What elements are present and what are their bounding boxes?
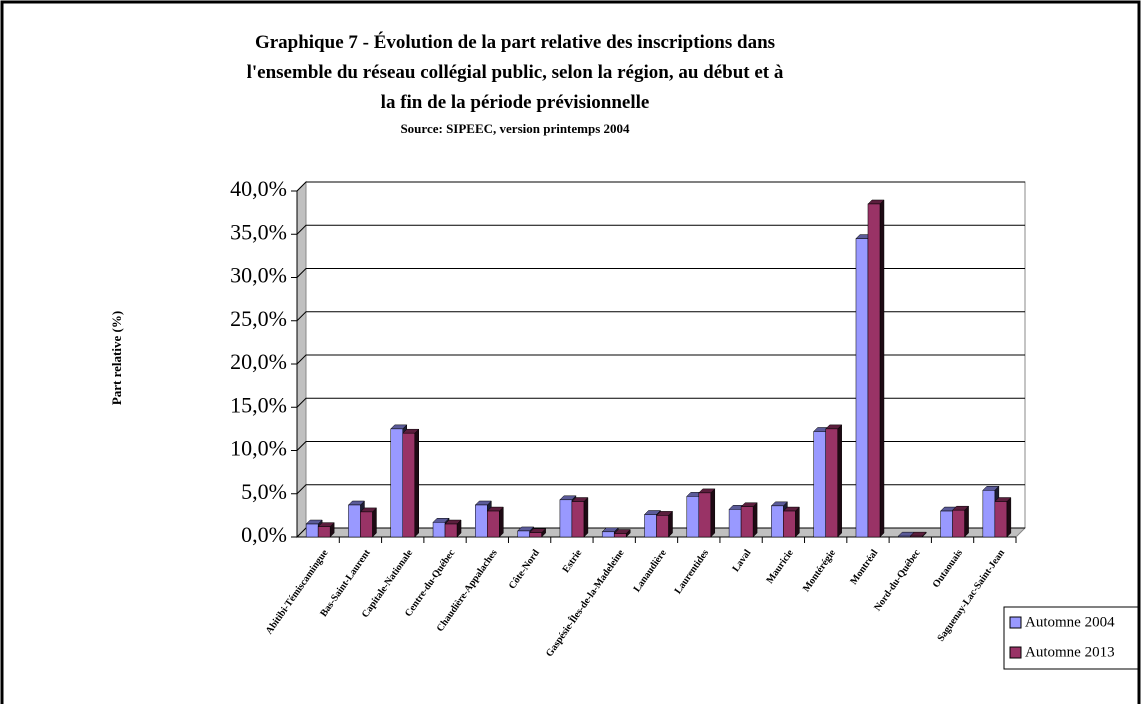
bar — [444, 523, 458, 538]
grid-line — [296, 441, 1025, 451]
y-tick-label: 20,0% — [230, 349, 287, 374]
grid-line — [296, 311, 1025, 322]
bar-side — [710, 488, 716, 538]
legend-label: Automne 2013 — [1025, 644, 1115, 660]
y-axis-label: Part relative (%) — [109, 311, 124, 405]
bar — [771, 505, 784, 538]
bar — [644, 514, 657, 538]
bar — [825, 428, 838, 538]
y-tick-label: 10,0% — [230, 436, 287, 461]
legend-swatch — [1009, 646, 1022, 659]
bar-side — [499, 506, 504, 538]
grid-line — [296, 354, 1025, 365]
legend-swatch — [1009, 616, 1022, 629]
bar — [360, 511, 373, 538]
bar — [432, 522, 446, 538]
bar — [952, 509, 965, 538]
bar — [728, 509, 742, 538]
bar-side — [1006, 496, 1012, 538]
bar-side — [879, 199, 885, 538]
bar — [656, 515, 669, 538]
bar-side — [668, 510, 673, 538]
y-tick-label: 25,0% — [230, 306, 287, 331]
bar-side — [414, 428, 419, 538]
bar — [571, 501, 585, 538]
bar — [317, 526, 331, 538]
bar — [613, 533, 627, 538]
chart-title: Graphique 7 - Évolution de la part relat… — [247, 31, 784, 113]
bar — [390, 428, 403, 538]
bar — [348, 504, 361, 538]
bar — [601, 531, 615, 538]
bar-side — [964, 505, 969, 538]
bar — [698, 492, 712, 538]
y-tick-label: 40,0% — [230, 176, 287, 201]
y-tick-label: 0,0% — [241, 522, 287, 547]
bar — [487, 510, 500, 538]
bar — [898, 535, 911, 538]
bar — [783, 510, 796, 538]
bar — [686, 496, 700, 538]
legend-label: Automne 2004 — [1025, 614, 1115, 630]
legend — [1003, 606, 1139, 670]
bar — [305, 523, 319, 538]
bar — [855, 238, 869, 538]
grid-line — [296, 268, 1025, 278]
bar — [529, 532, 542, 538]
grid-line — [296, 484, 1025, 495]
grid-line — [296, 397, 1025, 408]
bar — [940, 510, 953, 538]
bar-side — [837, 424, 842, 538]
bar — [475, 504, 488, 538]
grid-line — [296, 224, 1025, 235]
grid-line — [296, 181, 1025, 192]
bar — [867, 203, 881, 538]
bar-side — [583, 496, 589, 538]
bar — [517, 530, 530, 538]
bar — [813, 431, 826, 538]
bar — [910, 535, 923, 538]
bar — [982, 490, 996, 538]
bar-side — [372, 507, 377, 538]
y-tick-label: 5,0% — [241, 479, 287, 504]
bar — [740, 506, 754, 538]
chart-subtitle: Source: SIPEEC, version printemps 2004 — [400, 121, 630, 136]
bar — [402, 432, 415, 538]
bar-side — [795, 506, 800, 538]
y-tick-label: 35,0% — [230, 219, 287, 244]
bar — [559, 499, 573, 538]
bar — [994, 501, 1008, 538]
y-tick-label: 30,0% — [230, 263, 287, 288]
bar-side — [752, 502, 758, 538]
y-tick-label: 15,0% — [230, 392, 287, 417]
